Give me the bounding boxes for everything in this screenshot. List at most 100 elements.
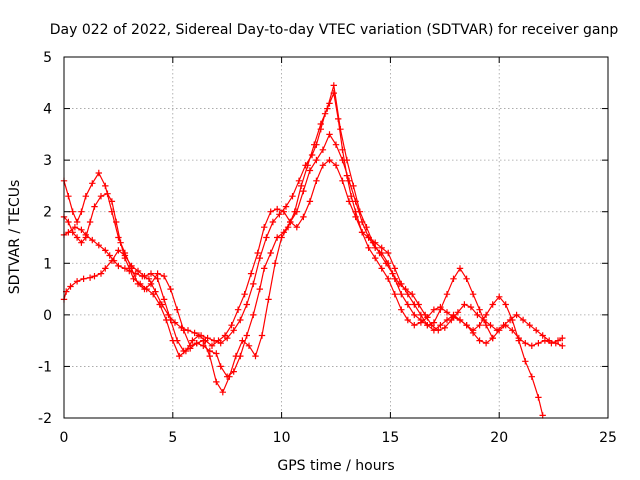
data-point xyxy=(258,332,266,339)
data-point xyxy=(304,162,311,169)
data-point xyxy=(411,311,418,319)
data-point xyxy=(261,224,268,231)
data-point xyxy=(339,177,346,184)
data-point xyxy=(86,218,94,226)
data-point xyxy=(78,226,85,233)
x-tick-label: 0 xyxy=(60,430,69,446)
data-point xyxy=(282,203,290,210)
data-point xyxy=(106,252,113,259)
data-point xyxy=(454,309,462,316)
data-point xyxy=(145,275,153,282)
x-tick-label: 25 xyxy=(599,430,617,446)
data-point xyxy=(121,249,129,257)
axis-ticks: 0 5 10 15 20 25 -2 -1 0 1 2 3 4 5 xyxy=(38,50,617,446)
data-point xyxy=(515,337,522,344)
x-tick-label: 20 xyxy=(490,430,508,446)
data-point xyxy=(496,293,503,300)
data-point xyxy=(230,327,237,334)
data-point xyxy=(141,285,148,293)
data-point xyxy=(463,275,470,282)
data-point xyxy=(89,180,96,187)
data-point xyxy=(250,311,257,319)
y-tick-label: 2 xyxy=(43,205,52,221)
data-point xyxy=(295,177,303,184)
y-tick-label: 0 xyxy=(43,308,52,324)
data-point xyxy=(539,332,546,339)
data-point xyxy=(456,316,464,324)
data-point xyxy=(535,340,542,347)
data-point xyxy=(461,301,468,308)
data-point xyxy=(200,337,207,344)
data-point xyxy=(71,224,79,231)
data-point xyxy=(345,177,353,184)
x-axis-label: GPS time / hours xyxy=(277,458,394,474)
data-point xyxy=(319,162,327,169)
series-track-c xyxy=(60,156,546,419)
data-point xyxy=(289,193,296,200)
data-point xyxy=(506,316,514,324)
data-point xyxy=(300,213,307,221)
data-point xyxy=(65,193,72,200)
data-point xyxy=(435,327,442,334)
data-point xyxy=(95,169,102,177)
data-point xyxy=(398,306,405,313)
y-tick-label: 1 xyxy=(43,256,52,272)
data-point xyxy=(67,283,74,290)
data-point xyxy=(317,120,324,128)
data-point xyxy=(73,278,81,285)
data-point xyxy=(476,306,483,313)
data-point xyxy=(221,332,229,339)
data-point xyxy=(291,208,298,215)
series-line xyxy=(63,92,563,347)
data-point xyxy=(443,291,451,298)
data-point xyxy=(385,249,392,257)
data-point xyxy=(128,265,135,272)
data-point xyxy=(502,301,509,308)
data-point xyxy=(91,203,98,210)
data-point xyxy=(167,285,174,293)
data-point xyxy=(469,291,477,298)
series-layer xyxy=(60,82,566,419)
data-point xyxy=(241,291,248,298)
data-point xyxy=(467,303,475,311)
data-point xyxy=(300,187,307,195)
data-point xyxy=(147,280,155,288)
data-point xyxy=(378,244,385,251)
data-point xyxy=(195,332,203,339)
data-point xyxy=(469,327,477,334)
data-point xyxy=(239,337,246,344)
x-tick-label: 15 xyxy=(381,430,399,446)
data-point xyxy=(376,249,383,257)
data-point xyxy=(237,316,244,324)
data-point xyxy=(363,224,370,231)
data-point xyxy=(428,322,435,329)
data-point xyxy=(171,319,179,326)
data-point xyxy=(559,334,566,342)
data-point xyxy=(522,340,529,347)
data-point xyxy=(97,193,105,200)
data-point xyxy=(174,306,181,313)
data-point xyxy=(411,322,418,329)
data-point xyxy=(234,306,242,313)
data-point xyxy=(108,208,116,215)
data-point xyxy=(284,224,292,231)
data-point xyxy=(263,234,270,241)
data-point xyxy=(513,311,520,319)
data-point xyxy=(552,340,559,347)
data-point xyxy=(265,296,272,303)
data-point xyxy=(69,208,76,215)
data-point xyxy=(191,329,198,337)
data-point xyxy=(276,211,283,218)
y-tick-label: -2 xyxy=(38,411,52,427)
data-point xyxy=(134,280,142,288)
data-point xyxy=(102,247,109,254)
data-point xyxy=(134,267,142,275)
data-point xyxy=(365,244,372,251)
chart-title: Day 022 of 2022, Sidereal Day-to-day VTE… xyxy=(50,22,619,38)
data-point xyxy=(482,340,490,347)
plot-frame xyxy=(63,56,609,419)
data-point xyxy=(326,156,333,164)
data-point xyxy=(97,270,105,277)
data-point xyxy=(82,193,89,200)
